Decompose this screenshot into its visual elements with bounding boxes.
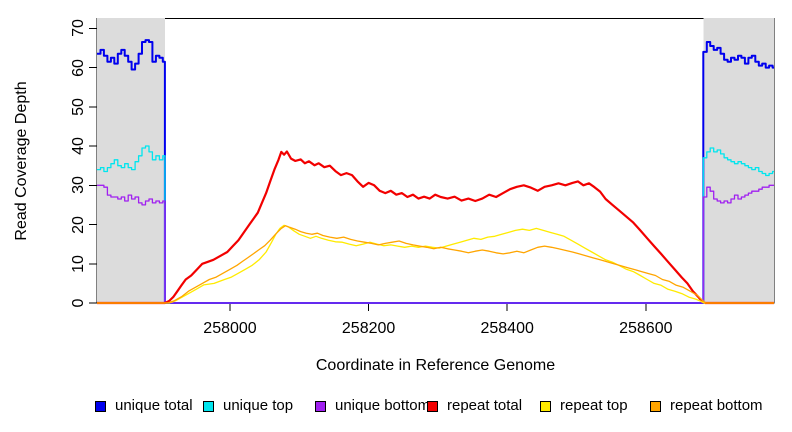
plot-box bbox=[96, 18, 775, 304]
y-axis-title: Read Coverage Depth bbox=[13, 81, 30, 241]
series-line-unique-total bbox=[97, 39, 774, 304]
series-line-unique-top bbox=[97, 145, 774, 304]
x-tick-label: 258600 bbox=[619, 320, 673, 337]
y-tick-label: 0 bbox=[70, 298, 87, 308]
y-tick-label: 10 bbox=[70, 254, 87, 273]
series-line-repeat-top bbox=[97, 224, 774, 304]
y-tick-label: 60 bbox=[70, 58, 87, 77]
x-axis-title: Coordinate in Reference Genome bbox=[315, 357, 556, 374]
shaded-region-right bbox=[703, 18, 774, 303]
y-tick-label: 40 bbox=[70, 137, 87, 155]
y-tick-label: 70 bbox=[70, 19, 87, 38]
y-tick-label: 30 bbox=[70, 176, 87, 195]
series-line-repeat-bottom bbox=[97, 225, 774, 304]
series-line-repeat-total bbox=[97, 150, 774, 305]
x-tick-label: 258400 bbox=[480, 320, 534, 337]
x-tick-label: 258200 bbox=[341, 320, 396, 337]
x-tick-label: 258000 bbox=[203, 320, 257, 337]
y-tick-label: 50 bbox=[70, 97, 87, 116]
y-tick-label: 20 bbox=[70, 215, 87, 234]
